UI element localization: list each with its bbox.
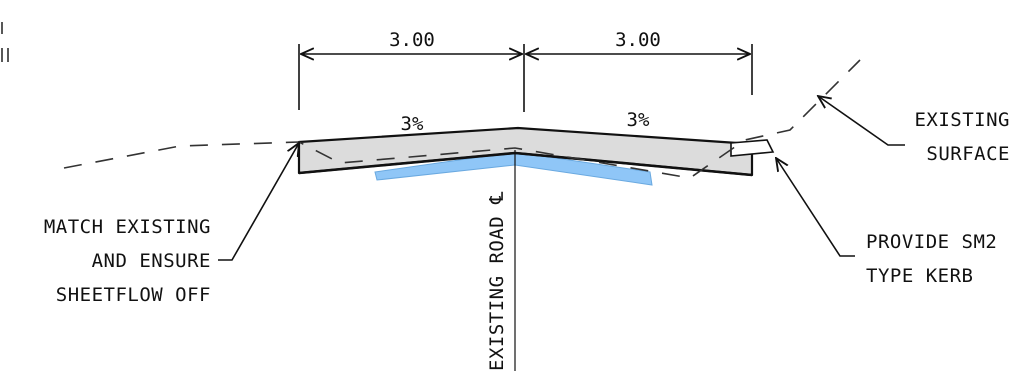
existing-surface-line1: EXISTING <box>914 109 1010 131</box>
existing-surface-leader <box>818 96 905 146</box>
dimension-left-label: 3.00 <box>389 29 435 51</box>
match-existing-line3: SHEETFLOW OFF <box>56 284 211 306</box>
kerb-leader <box>776 158 855 257</box>
match-existing-line2: AND ENSURE <box>92 250 211 272</box>
crossfall-right-label: 3% <box>627 109 650 131</box>
kerb-label-line1: PROVIDE SM2 <box>866 231 997 253</box>
existing-surface-line2: SURFACE <box>926 143 1010 165</box>
kerb-label-line2: TYPE KERB <box>866 265 973 287</box>
dimension-right-label: 3.00 <box>615 29 661 51</box>
match-existing-line1: MATCH EXISTING <box>44 216 211 238</box>
existing-surface-line <box>63 59 861 179</box>
dimension-lines <box>298 44 753 112</box>
road-centerline-label: EXISTING ROAD ℄ <box>486 191 508 371</box>
crossfall-left-label: 3% <box>401 113 424 135</box>
edge-fragment-marks <box>1 22 9 62</box>
match-existing-leader <box>218 143 299 261</box>
kerb-shape <box>730 139 775 157</box>
